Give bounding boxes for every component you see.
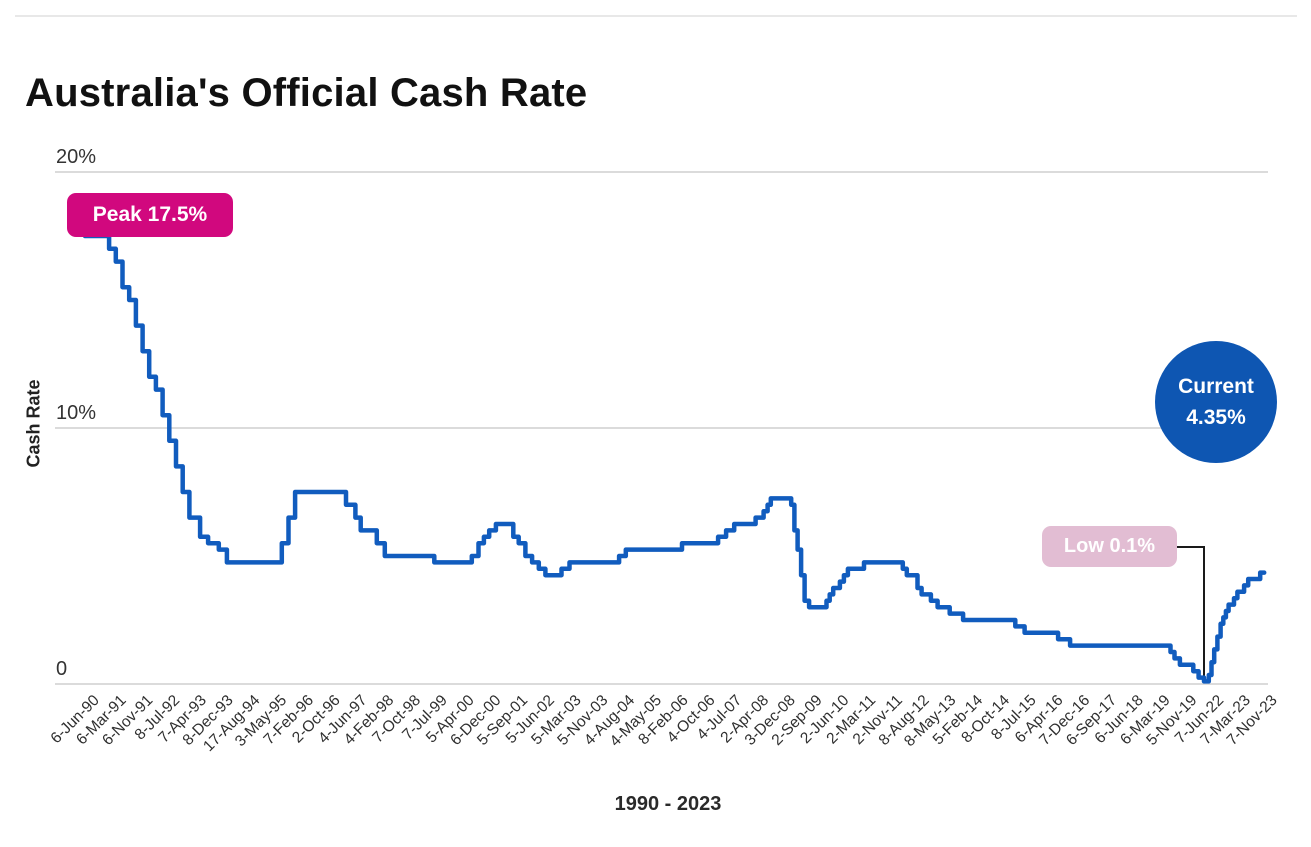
top-divider [15, 15, 1297, 17]
cash-rate-line [82, 233, 1267, 684]
current-annotation-circle: Current 4.35% [1155, 341, 1277, 463]
low-annotation-badge: Low 0.1% [1042, 526, 1177, 567]
y-tick-label-20: 20% [56, 146, 97, 168]
x-axis-title: 1990 - 2023 [614, 793, 722, 815]
peak-annotation-badge: Peak 17.5% [67, 193, 233, 237]
y-tick-label-0: 0 [56, 658, 68, 680]
low-annotation-connector [1177, 546, 1205, 679]
y-tick-label-10: 10% [56, 402, 97, 424]
current-annotation-value: 4.35% [1186, 405, 1246, 429]
current-annotation-word: Current [1178, 374, 1254, 398]
page-title: Australia's Official Cash Rate [25, 70, 588, 115]
